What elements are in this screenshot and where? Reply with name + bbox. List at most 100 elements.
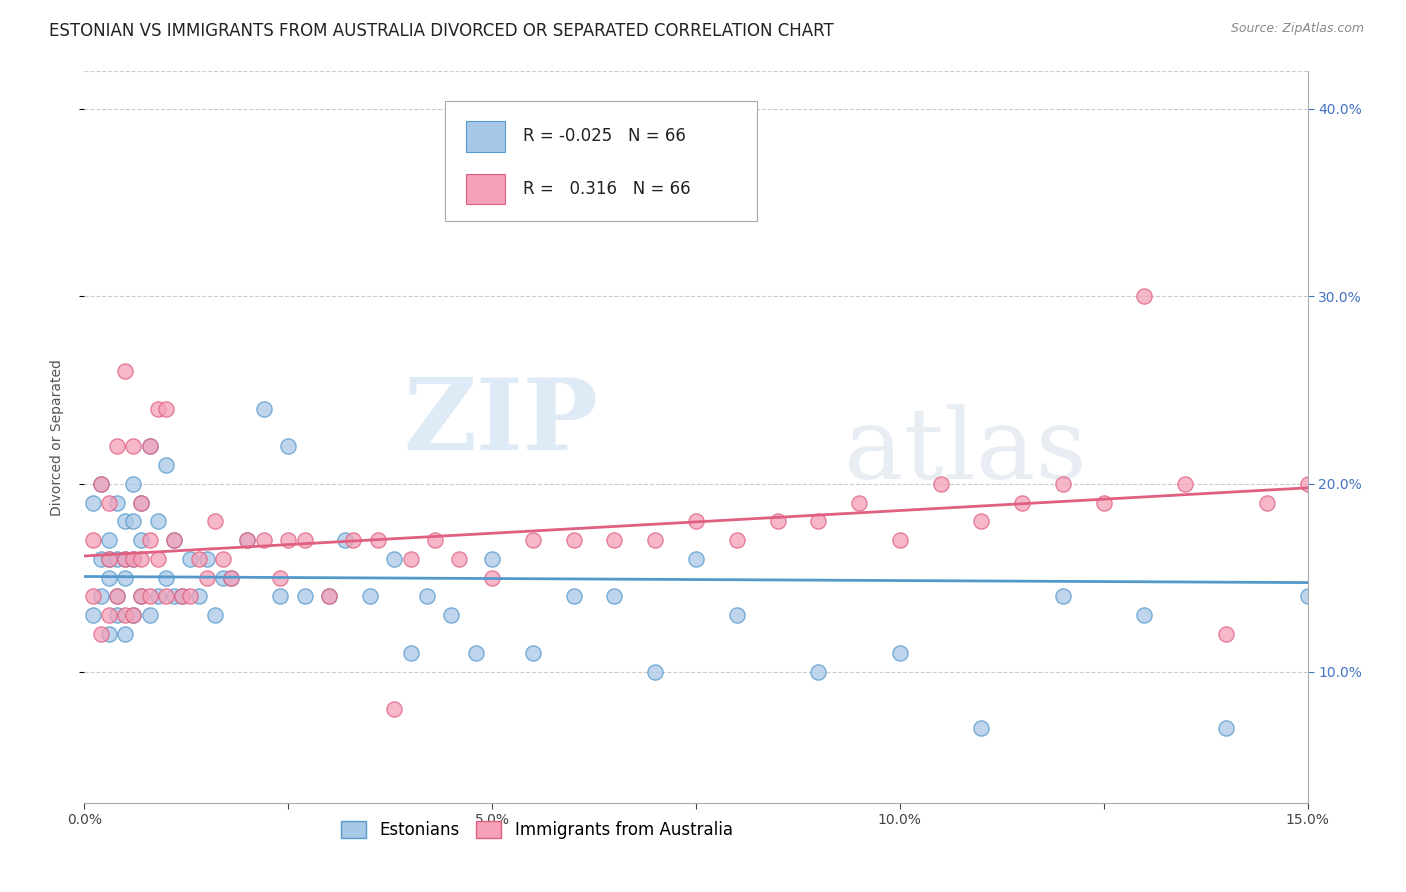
Point <box>725 608 748 623</box>
Text: R =   0.316   N = 66: R = 0.316 N = 66 <box>523 180 692 198</box>
Point <box>1052 477 1074 491</box>
Point <box>131 533 153 548</box>
Legend: Estonians, Immigrants from Australia: Estonians, Immigrants from Australia <box>335 814 740 846</box>
Point <box>82 608 104 623</box>
Point <box>163 533 186 548</box>
Point <box>114 571 136 585</box>
Point <box>318 590 340 604</box>
Point <box>522 533 544 548</box>
Point <box>685 515 707 529</box>
Point <box>90 552 112 566</box>
Point <box>807 665 830 679</box>
Point <box>1215 721 1237 735</box>
Point <box>122 440 145 454</box>
Point <box>122 608 145 623</box>
Point <box>146 515 169 529</box>
Point <box>522 646 544 660</box>
Point <box>114 608 136 623</box>
Point <box>122 477 145 491</box>
Point <box>399 552 422 566</box>
Point <box>236 533 259 548</box>
Point <box>440 608 463 623</box>
Point <box>644 665 666 679</box>
Point <box>138 608 160 623</box>
Point <box>155 401 177 416</box>
Point <box>105 590 128 604</box>
Point <box>889 646 911 660</box>
Text: atlas: atlas <box>844 404 1087 500</box>
Point <box>294 590 316 604</box>
Point <box>155 590 177 604</box>
Point <box>294 533 316 548</box>
Point <box>685 552 707 566</box>
Point <box>970 515 993 529</box>
Point <box>970 721 993 735</box>
Point <box>807 515 830 529</box>
Point <box>90 590 112 604</box>
Point <box>766 515 789 529</box>
Point <box>105 590 128 604</box>
Point <box>416 590 439 604</box>
Point <box>187 590 209 604</box>
Point <box>90 627 112 641</box>
Point <box>481 552 503 566</box>
Point <box>464 646 486 660</box>
Point <box>318 590 340 604</box>
Point <box>155 458 177 473</box>
Point <box>212 552 235 566</box>
Point <box>603 533 626 548</box>
Point <box>1092 496 1115 510</box>
Point <box>122 552 145 566</box>
Point <box>195 552 218 566</box>
Point <box>138 590 160 604</box>
Point <box>367 533 389 548</box>
Point <box>269 590 291 604</box>
Point <box>131 552 153 566</box>
Point <box>929 477 952 491</box>
Point <box>97 608 120 623</box>
Point <box>114 364 136 378</box>
Point <box>603 590 626 604</box>
Point <box>82 533 104 548</box>
Point <box>212 571 235 585</box>
Point <box>82 496 104 510</box>
Point <box>114 552 136 566</box>
Point <box>90 477 112 491</box>
Point <box>219 571 242 585</box>
Point <box>253 533 276 548</box>
Point <box>122 552 145 566</box>
Point <box>562 533 585 548</box>
Point <box>122 608 145 623</box>
Point <box>97 552 120 566</box>
Point <box>146 552 169 566</box>
Point <box>359 590 381 604</box>
Point <box>187 552 209 566</box>
Point <box>97 533 120 548</box>
Text: Source: ZipAtlas.com: Source: ZipAtlas.com <box>1230 22 1364 36</box>
Point <box>253 401 276 416</box>
Point <box>155 571 177 585</box>
Point <box>1215 627 1237 641</box>
Point <box>90 477 112 491</box>
Point <box>97 496 120 510</box>
Point <box>105 496 128 510</box>
Point <box>449 552 471 566</box>
Point <box>105 440 128 454</box>
Point <box>269 571 291 585</box>
Point <box>97 552 120 566</box>
Point <box>131 590 153 604</box>
Point <box>172 590 194 604</box>
FancyBboxPatch shape <box>465 121 505 152</box>
Point <box>277 440 299 454</box>
Y-axis label: Divorced or Separated: Divorced or Separated <box>49 359 63 516</box>
Point <box>335 533 357 548</box>
Point <box>725 533 748 548</box>
Point <box>114 515 136 529</box>
Point <box>114 552 136 566</box>
Point <box>1296 590 1319 604</box>
Point <box>399 646 422 660</box>
Point <box>219 571 242 585</box>
Point <box>204 515 226 529</box>
Point <box>105 608 128 623</box>
Point <box>236 533 259 548</box>
